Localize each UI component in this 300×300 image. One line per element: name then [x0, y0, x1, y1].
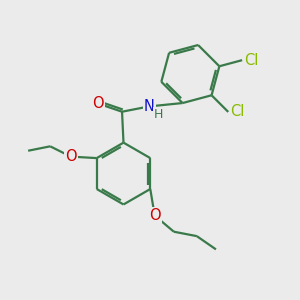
Text: H: H — [154, 108, 163, 121]
Text: O: O — [92, 96, 104, 111]
Text: Cl: Cl — [230, 104, 245, 119]
Text: Cl: Cl — [244, 53, 259, 68]
Text: O: O — [65, 149, 76, 164]
Text: O: O — [149, 208, 161, 223]
Text: N: N — [144, 99, 154, 114]
